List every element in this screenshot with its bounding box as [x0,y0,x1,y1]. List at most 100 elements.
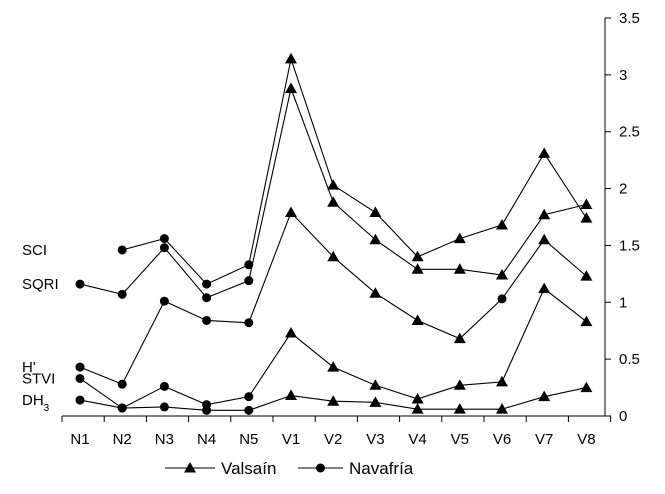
data-point-circle [244,405,254,415]
x-tick-label: N2 [113,431,132,448]
x-tick-label: N5 [239,431,258,448]
data-point-triangle [369,379,382,390]
data-point-triangle [369,233,382,245]
data-point-triangle [580,212,593,223]
data-point-triangle [496,375,508,387]
data-point-triangle [453,263,466,274]
series-label-subscript: 3 [44,403,50,414]
legend-item: Navafría [298,459,414,478]
data-point-triangle [327,361,340,372]
data-point-circle [244,318,254,328]
x-tick-label: V2 [324,431,342,448]
series-labels: SCI SQRI H'STVI DH3 [22,242,59,414]
series-group [75,52,593,415]
y-tick-label: 0.5 [619,351,640,368]
x-tick-label: V4 [408,431,426,448]
y-tick-label: 1.5 [619,237,640,254]
data-point-triangle [580,198,593,209]
data-point-circle [159,296,169,306]
series-0 [117,52,593,289]
data-point-circle [159,243,169,253]
data-point-triangle [538,390,551,402]
data-point-circle [159,234,169,244]
data-point-circle [117,245,127,255]
series-line [79,86,587,299]
data-point-circle [497,294,507,304]
data-point-circle [75,373,85,383]
series-4 [75,282,593,413]
x-tick-label: V3 [366,431,384,448]
data-point-triangle [580,381,593,393]
data-point-triangle [580,270,593,281]
data-point-triangle [580,315,593,327]
data-point-triangle [411,250,424,262]
x-tick-label: V6 [493,431,511,448]
data-point-circle [117,289,127,299]
data-point-triangle [538,208,551,220]
series-5 [75,381,593,415]
data-point-circle [244,276,254,286]
data-point-triangle [538,147,551,158]
data-point-triangle [496,218,508,230]
legend-item: Valsaín [165,459,276,478]
legend-label: Navafría [349,459,414,478]
data-point-circle [244,260,254,270]
x-tick-label: V7 [535,431,553,448]
data-point-triangle [327,395,340,406]
data-point-triangle [411,392,424,404]
data-point-triangle [369,287,382,298]
x-tick-label: N4 [197,431,216,448]
data-point-circle [202,279,212,289]
data-point-circle [316,463,325,473]
data-point-triangle [369,396,382,407]
data-point-triangle [369,206,382,217]
x-tick-label: V1 [282,431,300,448]
series-label: STVI [22,370,55,387]
series-label: SCI [22,242,47,259]
data-point-triangle [411,263,424,274]
data-point-circle [117,403,127,413]
y-tick-label: 1 [619,294,627,311]
data-point-circle [75,279,85,289]
series-1 [75,82,593,303]
data-point-triangle [411,403,424,414]
data-point-circle [75,362,85,372]
data-point-triangle [327,196,340,207]
data-point-triangle [496,268,508,280]
data-point-circle [159,402,169,412]
legend: Valsaín Navafría [165,459,414,478]
data-point-triangle [184,462,196,473]
x-tick-label: V5 [451,431,469,448]
series-3 [75,362,123,385]
series-line [79,366,123,385]
data-point-circle [202,293,212,303]
data-point-triangle [538,282,551,294]
series-label: H' [22,359,36,376]
series-label: DH3 [22,392,50,414]
data-point-triangle [285,206,297,217]
y-tick-label: 2 [619,181,627,198]
axes: N1 N2 N3 N4 N5 V1 V2 V3 V4 V5 V6 V7 V8 0 0.5 1 1.5 2 2.5 3 3… [61,10,640,448]
data-point-triangle [285,326,297,338]
data-point-circle [202,315,212,325]
data-point-triangle [453,232,466,244]
data-point-triangle [496,403,508,414]
data-point-triangle [411,314,424,325]
data-point-triangle [453,379,466,390]
data-point-triangle [538,233,551,245]
series-2 [117,206,593,389]
data-point-circle [159,381,169,391]
series-line [122,56,587,285]
data-point-triangle [285,52,297,64]
data-point-triangle [327,250,340,262]
x-tick-label: N3 [155,431,174,448]
x-tick-label: N1 [70,431,89,448]
y-tick-label: 3 [619,67,627,84]
data-point-circle [202,405,212,415]
legend-label: Valsaín [221,459,276,478]
series-label: SQRI [22,276,59,293]
y-tick-label: 3.5 [619,10,640,27]
data-point-circle [244,392,254,402]
y-tick-label: 0 [619,408,627,425]
